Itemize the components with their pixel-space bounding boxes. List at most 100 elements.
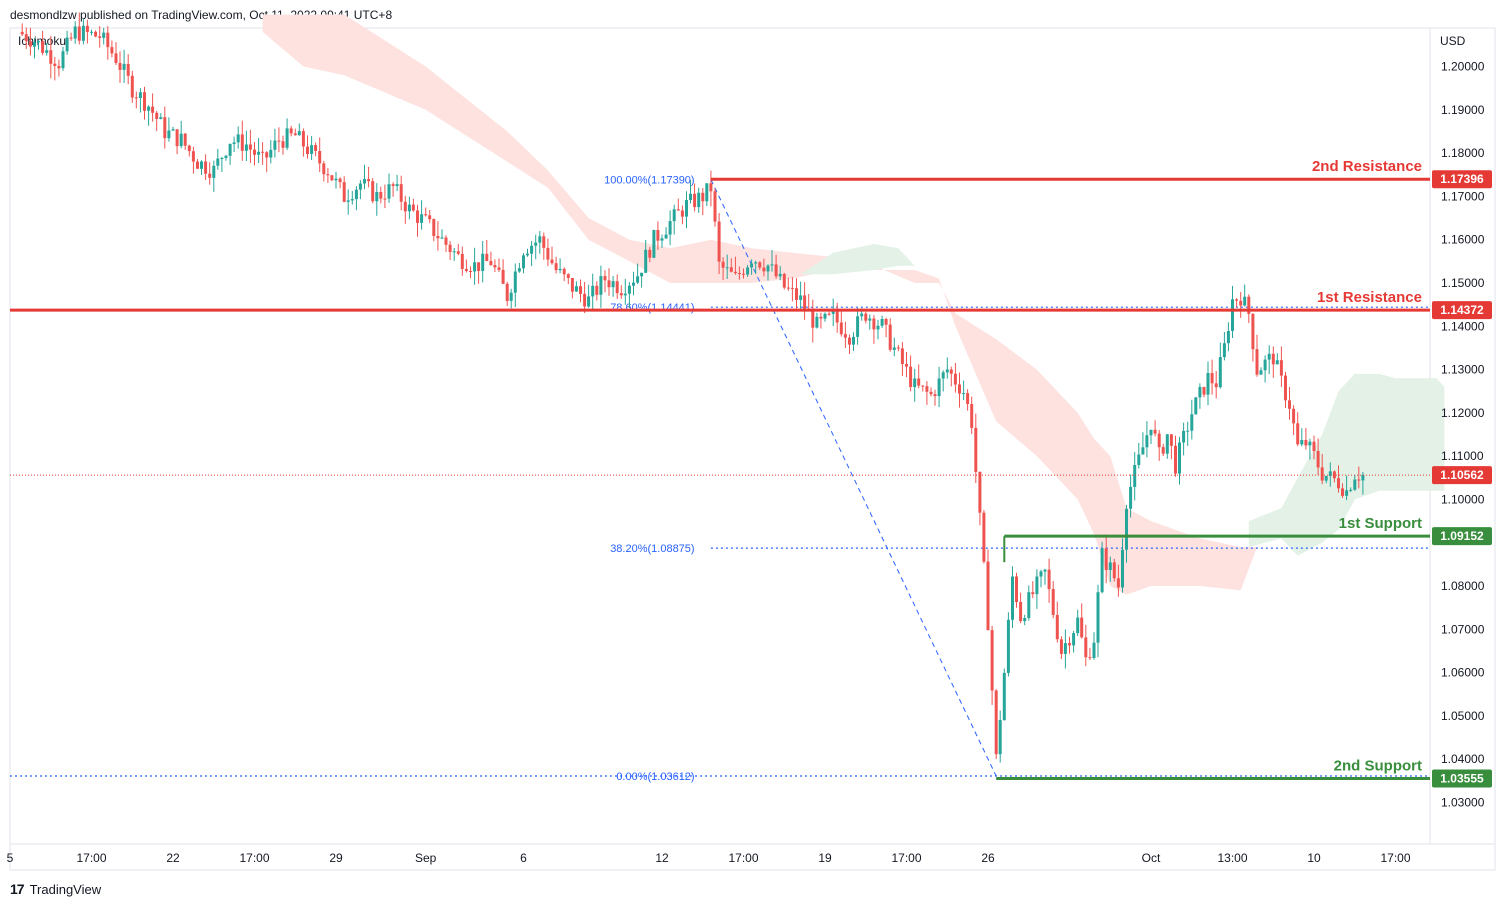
candle-body (929, 391, 933, 395)
time-axis[interactable]: 5 17:00 22 17:00 29 Sep 6 12 17:00 19 17:00 26 Oct 13… (7, 851, 1411, 865)
candle-body (216, 158, 220, 166)
candle-body (473, 262, 477, 272)
candle-body (350, 199, 354, 201)
candle-body (399, 184, 403, 202)
candle-body (1231, 299, 1234, 331)
candle-body (1035, 576, 1039, 595)
candle-body (411, 204, 415, 211)
candle-body (469, 271, 472, 272)
candle-body (1043, 569, 1047, 572)
candle-body (1023, 618, 1027, 622)
candle-body (456, 251, 460, 254)
candle-body (949, 369, 953, 374)
candle-body (37, 41, 40, 43)
candle-body (428, 215, 432, 220)
candle-body (200, 161, 203, 169)
candle-body (1015, 576, 1018, 602)
candle-body (664, 234, 668, 239)
candle-body (546, 247, 550, 260)
price-tick-label: 1.04000 (1441, 752, 1485, 766)
candle-body (656, 230, 660, 241)
candle-body (660, 238, 664, 241)
candle-body (49, 50, 53, 64)
candle-body (358, 183, 362, 190)
candle-body (147, 106, 151, 111)
candle-body (1137, 454, 1141, 465)
candle-body (24, 34, 28, 42)
time-tick-label: Sep (415, 851, 437, 865)
candle-body (782, 273, 786, 288)
candle-body (917, 378, 921, 386)
candle-body (1206, 373, 1210, 395)
candle-body (1084, 637, 1088, 658)
price-badge (1432, 527, 1492, 546)
candle-body (1112, 562, 1116, 579)
candle-body (53, 63, 57, 66)
candle-body (925, 386, 929, 392)
candle-body (990, 630, 994, 691)
candle-body (1235, 299, 1239, 301)
candle-body (1320, 467, 1324, 481)
candle-body (558, 268, 562, 271)
cloud-bullish-small (800, 244, 915, 275)
candle-body (770, 264, 774, 266)
candle-body (1263, 359, 1267, 371)
candle-body (281, 141, 285, 148)
candle-body (1255, 349, 1259, 375)
candle-body (432, 219, 436, 236)
candle-body (587, 296, 591, 307)
price-tick-label: 1.14000 (1441, 319, 1485, 333)
candle-body (1100, 548, 1104, 593)
candle-body (106, 32, 110, 48)
candle-body (933, 394, 937, 397)
candle-body (982, 512, 986, 562)
candle-body (831, 310, 835, 314)
price-badge-label: 1.17396 (1440, 172, 1484, 186)
price-tick-label: 1.10000 (1441, 492, 1485, 506)
candle-body (1169, 434, 1173, 446)
time-tick-label: 17:00 (239, 851, 269, 865)
support-resistance-levels[interactable]: 2nd Resistance 1st Resistance 1st Support 2… (10, 158, 1430, 780)
candle-body (220, 158, 224, 159)
time-tick-label: 19 (818, 851, 832, 865)
tradingview-footer[interactable]: 17 TradingView (10, 881, 101, 897)
candle-body (265, 152, 269, 158)
candle-body (65, 37, 69, 52)
candle-body (680, 210, 684, 217)
candle-body (163, 117, 167, 139)
tradingview-brand: TradingView (29, 881, 102, 897)
candle-body (636, 276, 640, 283)
candle-body (114, 53, 118, 63)
price-axis[interactable]: 1.20000 1.19000 1.18000 1.17000 1.16000 1.150… (1441, 60, 1485, 810)
candle-body (1051, 589, 1055, 615)
candle-body (1324, 476, 1328, 481)
candle-body (574, 286, 578, 292)
candle-body (196, 161, 199, 169)
candle-body (248, 144, 252, 150)
candle-body (73, 26, 77, 39)
candle-body (583, 293, 587, 307)
candle-body (1308, 441, 1312, 446)
tradingview-logo-icon: 17 (10, 881, 25, 897)
candle-body (615, 281, 619, 294)
candle-body (171, 129, 175, 131)
candle-body (28, 41, 32, 47)
candle-body (420, 214, 424, 223)
candle-body (941, 372, 945, 379)
candle-body (126, 63, 130, 76)
candle-body (570, 278, 574, 292)
candle-body (505, 283, 509, 301)
candle-body (159, 117, 163, 119)
candle-body (627, 285, 631, 294)
candle-body (1108, 562, 1112, 570)
candle-body (579, 286, 582, 294)
cloud-bearish (262, 14, 1258, 595)
fib-trend-line (710, 179, 997, 777)
candle-body (729, 267, 733, 272)
candle-body (1055, 614, 1059, 640)
candle-body (1202, 387, 1206, 395)
candle-body (860, 313, 864, 317)
candle-body (326, 174, 330, 176)
candle-body (921, 385, 925, 387)
